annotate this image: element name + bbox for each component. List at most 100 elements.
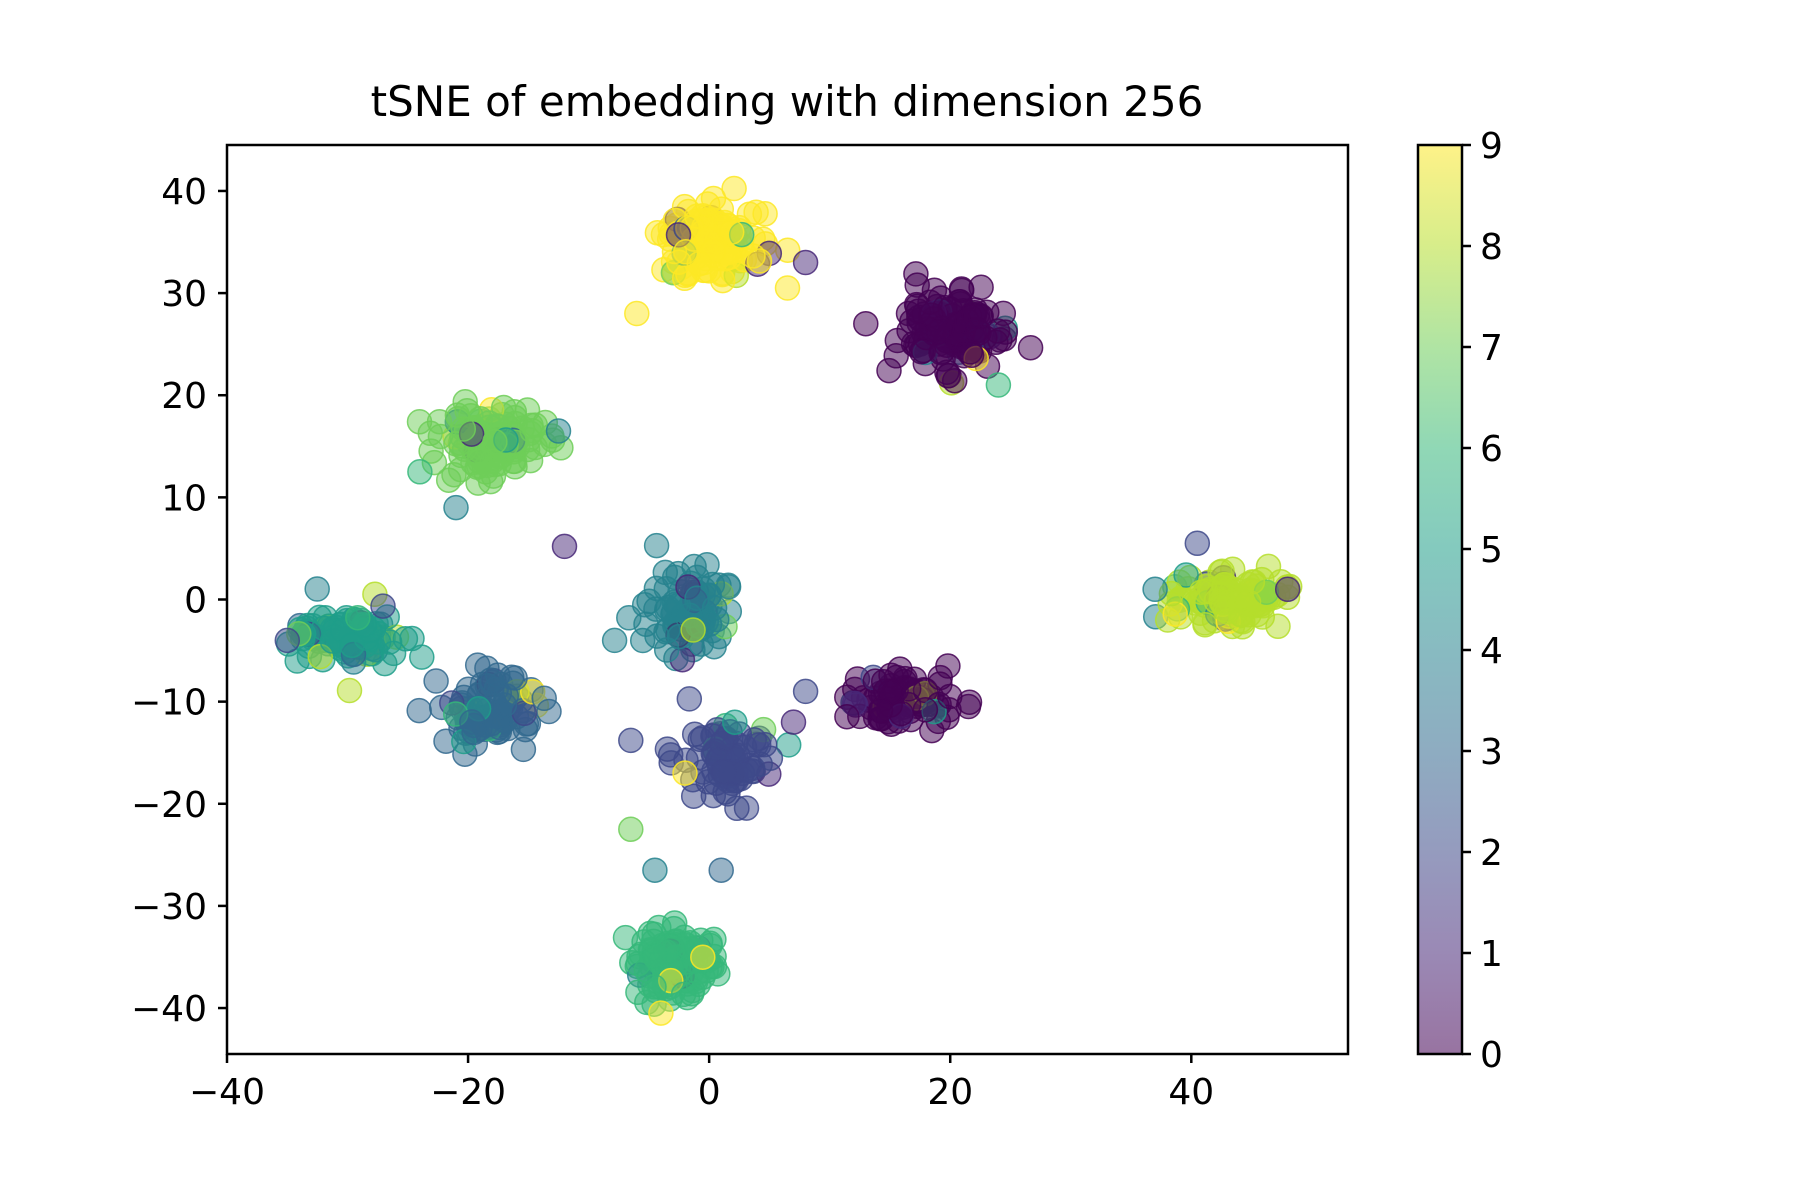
scatter-point [642, 857, 668, 883]
scatter-point [545, 418, 572, 444]
scatter-point [757, 745, 784, 771]
scatter-point [867, 697, 894, 724]
colorbar-tick-label: 9 [1480, 126, 1503, 167]
scatter-point [958, 342, 985, 369]
scatter-point [423, 668, 449, 694]
scatter-point [601, 627, 628, 654]
y-tick-label: 0 [184, 581, 207, 622]
colorbar-tick-label: 7 [1480, 328, 1503, 369]
scatter-point [925, 319, 952, 345]
scatter-point [407, 459, 433, 485]
scatter-point [680, 617, 706, 643]
colorbar-tick-label: 5 [1480, 530, 1503, 571]
scatter-point [774, 275, 801, 301]
x-tick-label: −40 [189, 1072, 265, 1113]
x-tick-label: 40 [1168, 1072, 1214, 1113]
scatter-point [968, 274, 994, 301]
colorbar-bar [1416, 143, 1464, 1056]
scatter-point [510, 736, 537, 763]
scatter-point [834, 703, 860, 730]
scatter-point [935, 363, 961, 389]
scatter-point [733, 795, 760, 821]
scatter-point [644, 220, 671, 246]
scatter-point [304, 576, 330, 602]
scatter-point [1228, 607, 1254, 634]
colorbar-tick-label: 8 [1480, 227, 1503, 268]
scatter-point [792, 249, 819, 276]
y-tick-label: 40 [161, 172, 207, 213]
scatter-point [426, 408, 453, 435]
scatter-point [686, 251, 712, 277]
scatter-point [661, 910, 688, 936]
scatter-point [641, 974, 667, 1000]
colorbar-tick-label: 1 [1480, 934, 1503, 975]
scatter-point [1142, 576, 1168, 603]
scatter-point [985, 372, 1012, 398]
scatter-point [672, 760, 698, 786]
scatter-point [370, 593, 396, 619]
scatter-point [705, 961, 731, 987]
scatter-point [648, 1000, 674, 1026]
scatter-point [1192, 612, 1218, 638]
scatter-point [1173, 562, 1199, 588]
colorbar-tick-label: 2 [1480, 833, 1503, 874]
x-tick-label: 20 [927, 1072, 973, 1113]
y-tick-label: 30 [161, 274, 207, 315]
scatter-point [1274, 576, 1301, 603]
scatter-point [336, 677, 363, 704]
scatter-point [654, 736, 681, 762]
scatter-point [912, 697, 939, 723]
scatter-point [1265, 613, 1291, 640]
scatter-point [514, 397, 541, 423]
scatter-point [502, 665, 528, 691]
scatter-point [443, 494, 469, 521]
scatter-point [746, 248, 773, 274]
scatter-point [1017, 334, 1044, 361]
scatter-point [1184, 530, 1211, 557]
scatter-point [274, 627, 301, 654]
scatter-point [345, 604, 371, 631]
scatter-point [450, 416, 477, 442]
scatter-point [618, 727, 644, 754]
scatter-point [743, 199, 769, 225]
points-layer [274, 175, 1303, 1026]
y-tick-label: 20 [161, 376, 207, 417]
scatter-point [1193, 578, 1219, 605]
scatter-point [1239, 569, 1266, 595]
x-tick-label: −20 [430, 1072, 506, 1113]
scatter-point [680, 783, 707, 809]
y-tick-label: −40 [131, 989, 207, 1030]
scatter-point [643, 532, 670, 559]
scatter-point [792, 678, 819, 705]
colorbar-axis: 0 1 2 3 4 5 6 7 8 9 [1462, 126, 1503, 1076]
scatter-point [642, 943, 668, 969]
scatter-point [690, 944, 716, 970]
scatter-point [339, 632, 365, 659]
scatter-point [612, 924, 639, 951]
scatter-point [722, 709, 748, 735]
scatter-point [380, 640, 407, 667]
chart-title: tSNE of embedding with dimension 256 [371, 77, 1204, 126]
y-tick-label: −30 [131, 887, 207, 928]
y-axis: −40 −30 −20 −10 0 10 20 30 40 [131, 172, 227, 1030]
scatter-point [655, 617, 681, 644]
scatter-point [406, 697, 432, 724]
scatter-point [876, 357, 902, 384]
colorbar-tick-label: 3 [1480, 732, 1503, 773]
colorbar-tick-label: 6 [1480, 429, 1503, 470]
scatter-point [853, 310, 879, 337]
scatter-point [917, 289, 943, 315]
y-tick-label: 10 [161, 478, 207, 519]
scatter-point [531, 685, 557, 712]
scatter-point [694, 191, 721, 217]
colorbar-tick-label: 4 [1480, 631, 1503, 672]
scatter-point [937, 683, 963, 710]
scatter-point [780, 709, 807, 735]
scatter-point [904, 272, 930, 298]
scatter-point [968, 303, 994, 330]
x-tick-label: 0 [698, 1072, 721, 1113]
scatter-point [616, 605, 642, 631]
scatter-point [721, 175, 747, 202]
